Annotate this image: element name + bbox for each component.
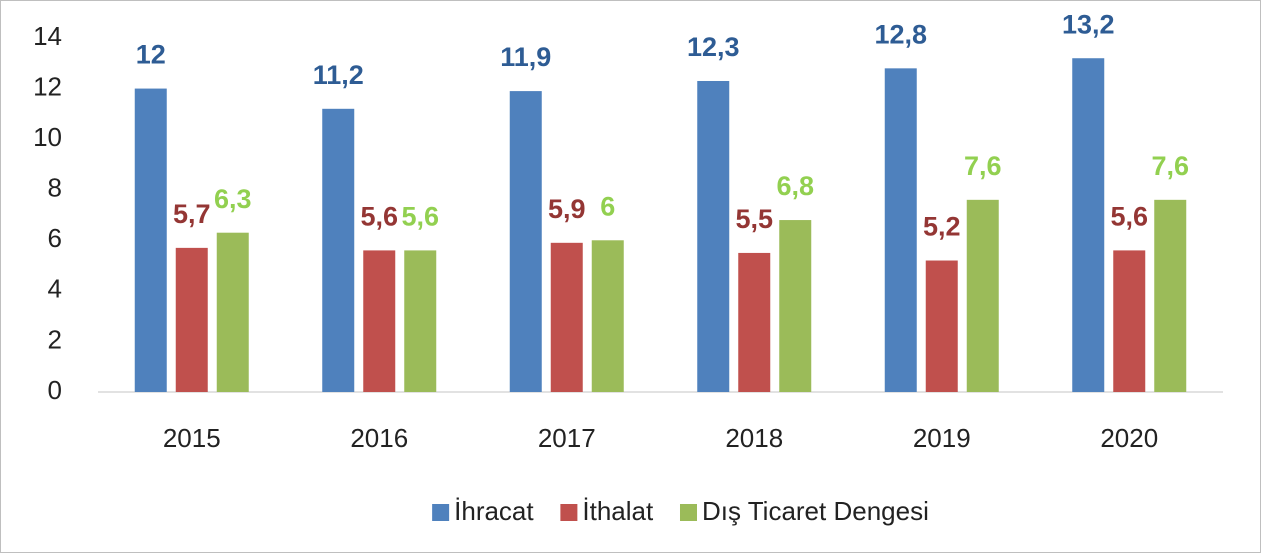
data-label: 6,8 bbox=[776, 171, 814, 201]
bar bbox=[966, 199, 999, 392]
y-tick-label: 10 bbox=[33, 122, 62, 152]
data-label: 5,5 bbox=[735, 204, 773, 234]
data-label: 11,2 bbox=[313, 60, 364, 90]
bar bbox=[509, 91, 542, 392]
x-tick-label: 2016 bbox=[350, 423, 408, 453]
bar bbox=[1113, 250, 1146, 392]
y-tick-label: 6 bbox=[48, 223, 62, 253]
legend-label: Dış Ticaret Dengesi bbox=[702, 496, 929, 526]
data-label: 12 bbox=[136, 40, 166, 70]
legend-item: İhracat bbox=[432, 496, 534, 526]
data-label: 5,6 bbox=[401, 202, 439, 232]
data-label: 5,6 bbox=[1110, 202, 1148, 232]
legend-swatch bbox=[432, 504, 450, 521]
bar bbox=[134, 88, 167, 393]
legend-item: Dış Ticaret Dengesi bbox=[679, 496, 929, 526]
data-label: 13,2 bbox=[1062, 9, 1115, 39]
legend-label: İthalat bbox=[582, 496, 654, 526]
data-label: 7,6 bbox=[1151, 151, 1189, 181]
data-label: 5,6 bbox=[360, 202, 398, 232]
data-label: 12,3 bbox=[687, 32, 740, 62]
bar bbox=[697, 80, 730, 392]
y-tick-label: 8 bbox=[48, 173, 62, 203]
y-tick-label: 4 bbox=[48, 274, 62, 304]
x-tick-label: 2020 bbox=[1100, 423, 1158, 453]
data-label: 6,3 bbox=[214, 184, 252, 214]
bar bbox=[1154, 199, 1187, 392]
y-tick-label: 0 bbox=[48, 375, 62, 405]
data-label: 7,6 bbox=[964, 151, 1002, 181]
legend-label: İhracat bbox=[454, 496, 534, 526]
bar bbox=[175, 247, 208, 392]
bar bbox=[404, 250, 437, 392]
legend-item: İthalat bbox=[560, 496, 654, 526]
x-tick-label: 2015 bbox=[163, 423, 221, 453]
y-tick-label: 12 bbox=[33, 71, 62, 101]
x-tick-label: 2017 bbox=[538, 423, 596, 453]
x-tick-label: 2019 bbox=[913, 423, 971, 453]
bar bbox=[779, 220, 812, 392]
bar bbox=[884, 68, 917, 392]
legend-swatch bbox=[679, 504, 697, 521]
y-tick-label: 14 bbox=[33, 21, 62, 51]
bar bbox=[322, 108, 355, 393]
data-label: 12,8 bbox=[874, 19, 927, 49]
data-label: 5,9 bbox=[548, 194, 586, 224]
bar bbox=[591, 240, 624, 392]
data-label: 5,7 bbox=[173, 199, 211, 229]
bar bbox=[216, 232, 249, 392]
data-label: 11,9 bbox=[500, 42, 551, 72]
y-tick-label: 2 bbox=[48, 324, 62, 354]
x-tick-label: 2018 bbox=[725, 423, 783, 453]
bar bbox=[1072, 58, 1105, 392]
legend-swatch bbox=[560, 504, 578, 521]
data-label: 6 bbox=[600, 191, 615, 221]
bar bbox=[925, 260, 958, 392]
data-label: 5,2 bbox=[923, 212, 961, 242]
bar bbox=[363, 250, 396, 392]
bar bbox=[550, 242, 583, 392]
bar bbox=[738, 252, 771, 392]
